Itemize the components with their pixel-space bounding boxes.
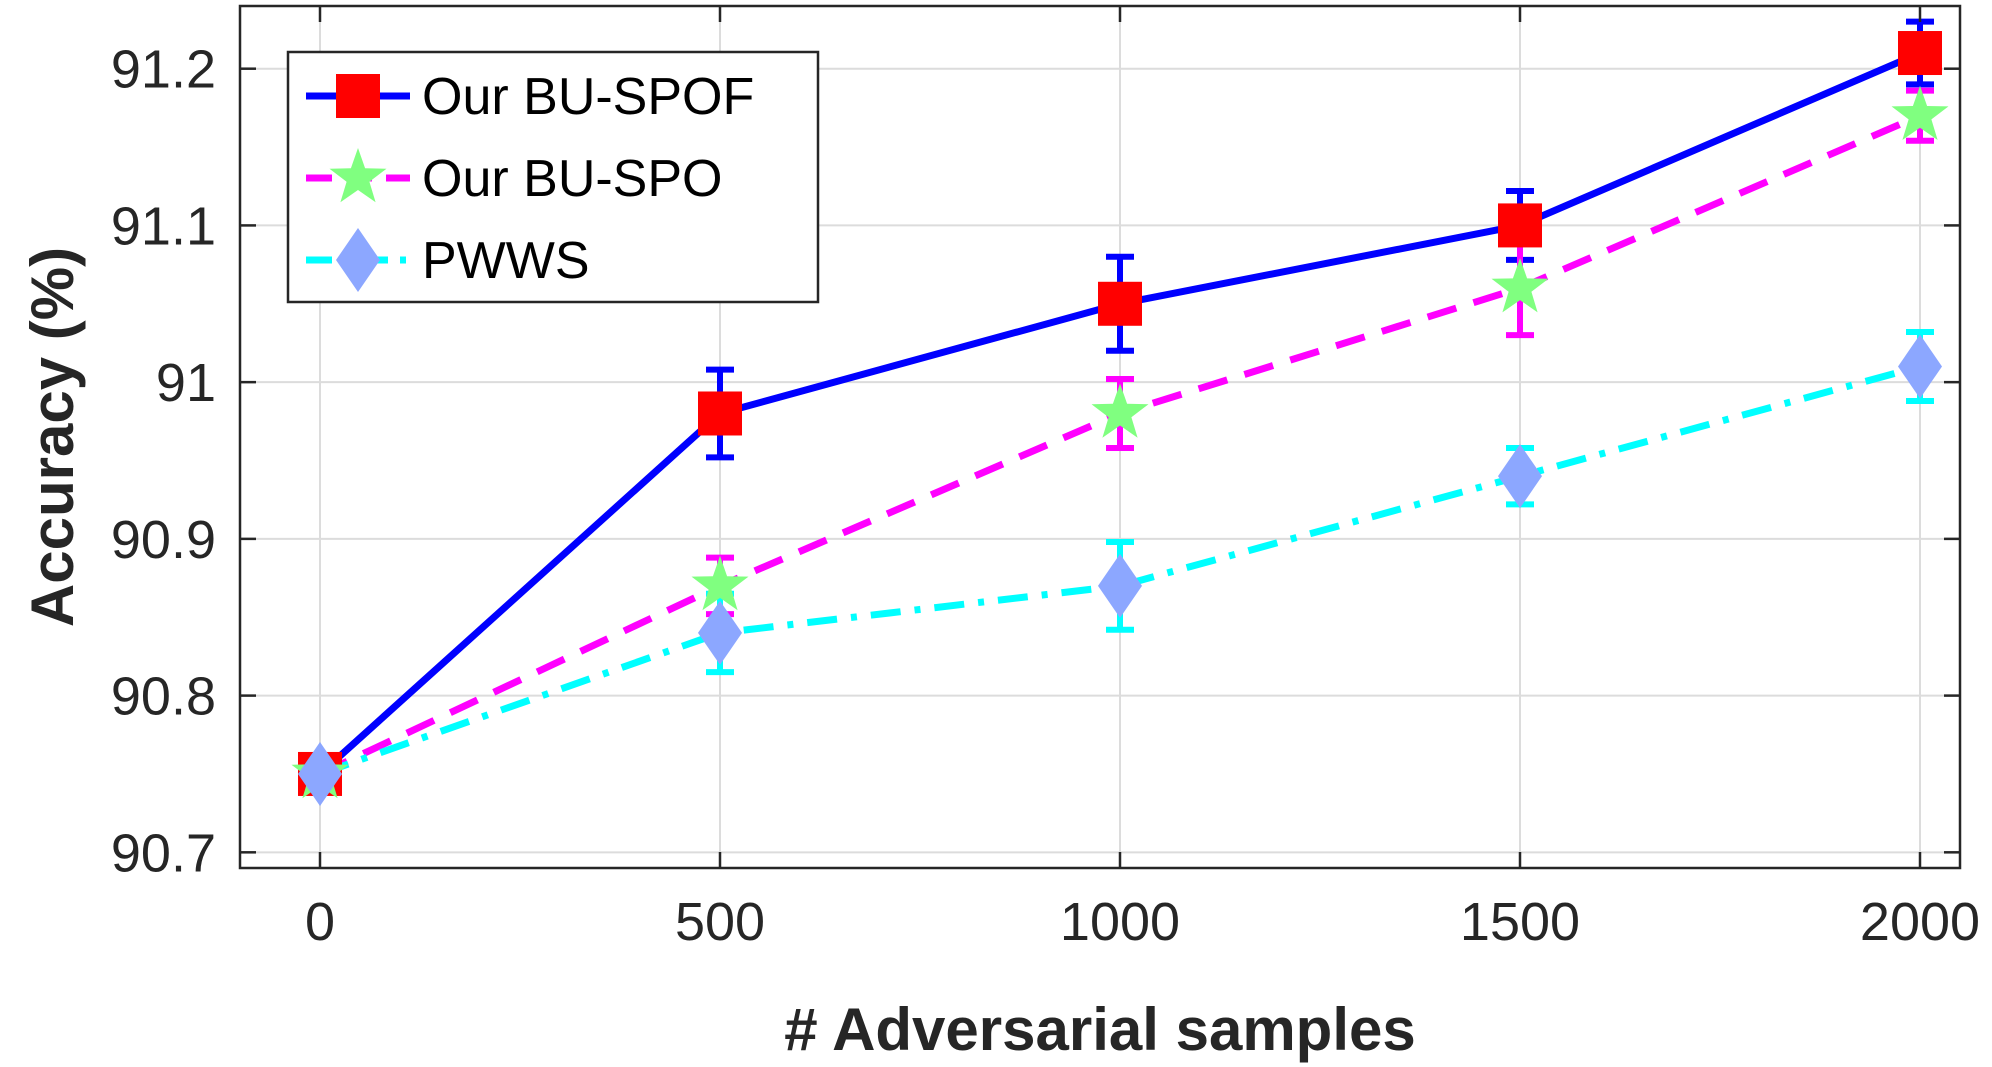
data-point-1: [1091, 383, 1149, 438]
y-tick-label: 90.9: [111, 510, 216, 570]
legend-marker-0: [336, 74, 380, 118]
data-point-1: [691, 555, 749, 611]
data-point-2: [698, 600, 742, 665]
y-tick-label: 91.2: [111, 40, 216, 100]
y-tick-label: 91.1: [111, 196, 216, 256]
legend-marker-2: [336, 228, 380, 292]
y-tick-label: 91: [156, 353, 216, 413]
data-point-1: [1891, 85, 1949, 140]
x-tick-label: 0: [305, 892, 335, 952]
data-point-2: [298, 741, 342, 806]
data-point-0: [698, 391, 742, 436]
plot-frame: [238, 4, 1962, 870]
y-axis-label: Accuracy (%): [19, 247, 86, 627]
markers: [291, 31, 1949, 806]
data-point-0: [1498, 203, 1542, 248]
x-tick-label: 1000: [1060, 892, 1180, 952]
legend-label-2: PWWS: [422, 232, 590, 290]
y-tick-label: 90.7: [111, 823, 216, 883]
x-tick-label: 500: [675, 892, 765, 952]
series-line-2: [318, 363, 1921, 778]
x-tick-label: 1500: [1460, 892, 1580, 952]
data-point-2: [1498, 444, 1542, 509]
data-point-2: [1098, 553, 1142, 618]
data-point-0: [1098, 281, 1142, 326]
data-point-0: [1898, 31, 1942, 76]
axis-ticks: [240, 6, 1960, 868]
legend-marker-1: [329, 148, 387, 203]
x-axis-label: # Adversarial samples: [784, 996, 1416, 1063]
x-tick-label: 2000: [1860, 892, 1980, 952]
legend-label-0: Our BU-SPOF: [422, 68, 754, 126]
data-point-1: [1491, 258, 1549, 313]
legend-label-1: Our BU-SPO: [422, 150, 723, 208]
legend-items: Our BU-SPOF Our BU-SPO PWWS: [306, 68, 754, 292]
legend: Our BU-SPOF Our BU-SPO PWWS: [286, 50, 820, 304]
tick-labels: 0 500 1000 1500 2000 90.7 90.8 90.9 91 91.1 91.2: [111, 40, 1980, 952]
data-point-2: [1898, 334, 1942, 399]
y-tick-label: 90.8: [111, 667, 216, 727]
